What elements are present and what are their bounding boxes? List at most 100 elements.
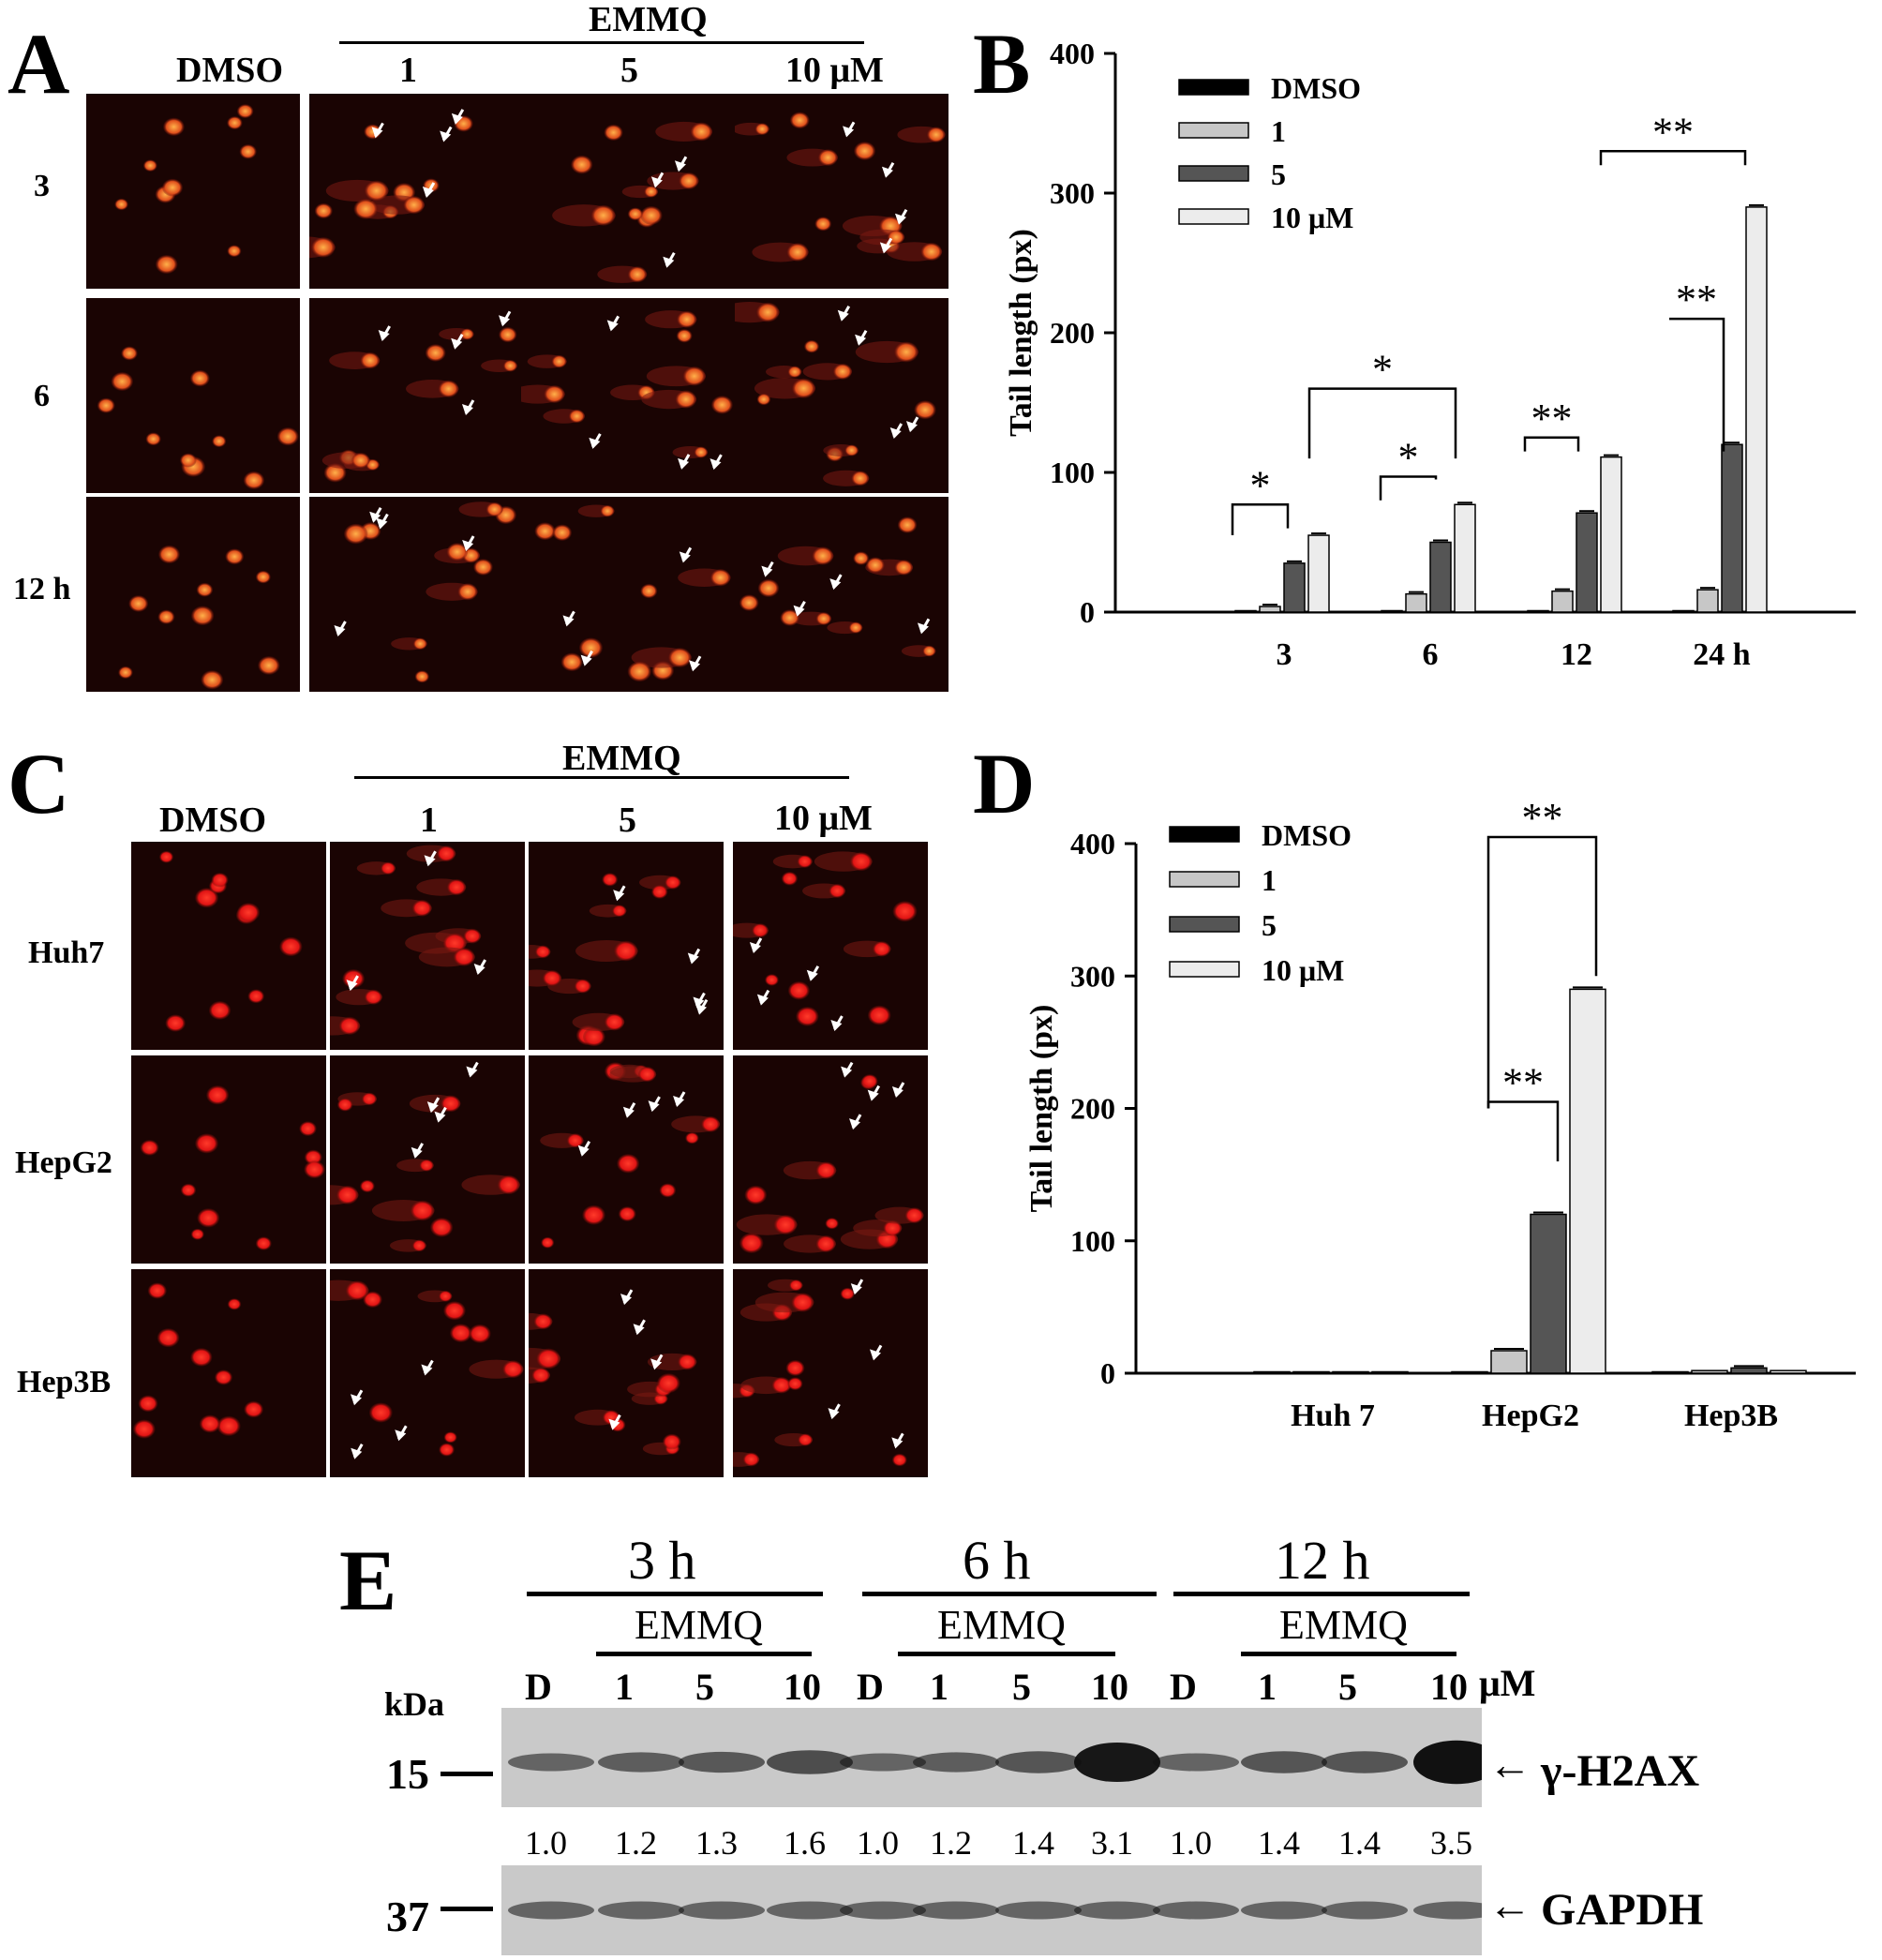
nucleus	[443, 1431, 457, 1444]
arrow-icon	[894, 209, 908, 225]
panel-b-bar-chart: 0 100 200 300 400 Tail length (px) 3 6 12 24 h DMS…	[1004, 37, 1856, 672]
micrograph-panel	[733, 1055, 928, 1264]
panel-c-col-label: 5	[619, 800, 636, 840]
nucleus	[832, 363, 853, 380]
arrow-icon	[881, 162, 895, 178]
nucleus	[789, 1279, 803, 1292]
nucleus	[485, 501, 503, 517]
nucleus	[602, 873, 619, 887]
arrow-icon	[806, 965, 820, 981]
significance-bracket	[1379, 475, 1438, 501]
significance-label: **	[1652, 109, 1694, 155]
blot-band	[679, 1751, 765, 1773]
arrow-icon	[889, 423, 904, 439]
micrograph-panel	[86, 94, 300, 289]
arrow-icon	[622, 1101, 636, 1118]
nucleus	[600, 504, 615, 517]
nucleus	[255, 570, 271, 584]
nucleus	[739, 1233, 764, 1254]
blot-band	[995, 1751, 1082, 1773]
micrograph-image	[733, 851, 918, 1032]
legend-swatch	[1169, 916, 1240, 933]
x-tick-label: HepG2	[1482, 1399, 1579, 1433]
nucleus	[243, 471, 265, 489]
nucleus	[560, 652, 583, 672]
nucleus	[111, 371, 134, 391]
nucleus	[195, 888, 219, 908]
micrograph-image	[132, 1282, 263, 1439]
arrow-icon	[843, 121, 856, 138]
nucleus	[685, 1131, 699, 1145]
arrow-icon	[562, 610, 575, 627]
arrow-icon	[756, 989, 770, 1006]
arrow-icon	[378, 325, 391, 342]
panel-c-row-label: Huh7	[28, 935, 105, 970]
nucleus	[651, 885, 668, 899]
bar	[1234, 609, 1257, 613]
gapdh-blot-strip-image	[508, 1901, 1500, 1920]
nucleus	[190, 1348, 213, 1367]
arrow-icon	[841, 1061, 854, 1078]
nucleus	[457, 583, 478, 601]
arrow-icon	[650, 172, 665, 188]
nucleus	[244, 1400, 263, 1418]
arrow-icon	[451, 334, 464, 350]
legend-swatch	[1178, 122, 1249, 139]
arrow-icon	[422, 182, 436, 199]
nucleus	[675, 390, 697, 409]
time-point-label: 12 h	[1275, 1530, 1370, 1591]
nucleus	[197, 1208, 220, 1228]
panel-c-group-label: EMMQ	[562, 739, 681, 778]
arrow-icon	[461, 399, 475, 415]
nucleus	[158, 545, 180, 564]
nucleus	[627, 207, 643, 221]
micrograph-image	[330, 845, 486, 1036]
nucleus	[425, 344, 446, 362]
arrow-icon	[421, 1359, 434, 1376]
legend-label: 1	[1271, 114, 1286, 148]
x-tick-label: 12	[1561, 637, 1592, 672]
significance-bracket	[1599, 150, 1747, 166]
nucleus	[815, 612, 832, 625]
panel-a-group-label: EMMQ	[589, 0, 708, 39]
blot-band	[1241, 1901, 1327, 1920]
arrow-icon	[830, 1015, 844, 1032]
nucleus	[473, 559, 493, 576]
nucleus	[196, 582, 214, 597]
significance-label: *	[1250, 462, 1271, 508]
nucleus	[497, 1175, 520, 1195]
nucleus	[118, 666, 133, 680]
nucleus	[362, 1092, 378, 1106]
nucleus	[503, 359, 517, 372]
blot-band	[1413, 1901, 1500, 1920]
significance-label: **	[1502, 1059, 1544, 1105]
panel-d-bar-chart: 0 100 200 300 400 Tail length (px) Huh 7 HepG2 H…	[1024, 795, 1856, 1433]
nucleus	[449, 1324, 472, 1343]
nucleus	[201, 670, 224, 690]
arrow-icon	[633, 1319, 646, 1336]
nucleus	[853, 551, 870, 565]
x-tick-label: 6	[1423, 637, 1439, 672]
arrow-icon	[687, 948, 701, 965]
nucleus	[752, 923, 769, 938]
arrow-icon	[793, 601, 806, 617]
nucleus	[920, 242, 943, 262]
nucleus	[578, 637, 604, 658]
significance-bracket	[1669, 317, 1725, 452]
bar	[1730, 1367, 1768, 1374]
significance-bracket	[1486, 1100, 1560, 1161]
legend-swatch	[1178, 79, 1249, 96]
nucleus	[364, 180, 389, 202]
nucleus	[789, 112, 810, 129]
nucleus	[304, 1160, 325, 1179]
nucleus	[353, 198, 379, 219]
arrow-icon	[869, 1344, 883, 1361]
nucleus	[644, 186, 659, 198]
y-tick-label: 400	[1050, 37, 1095, 70]
legend-label: 10 μM	[1271, 201, 1353, 234]
nucleus	[668, 648, 692, 667]
nucleus	[469, 1324, 491, 1343]
significance-bracket	[1307, 387, 1457, 459]
quantification-value: 1.3	[695, 1824, 738, 1862]
bar	[1283, 562, 1306, 613]
